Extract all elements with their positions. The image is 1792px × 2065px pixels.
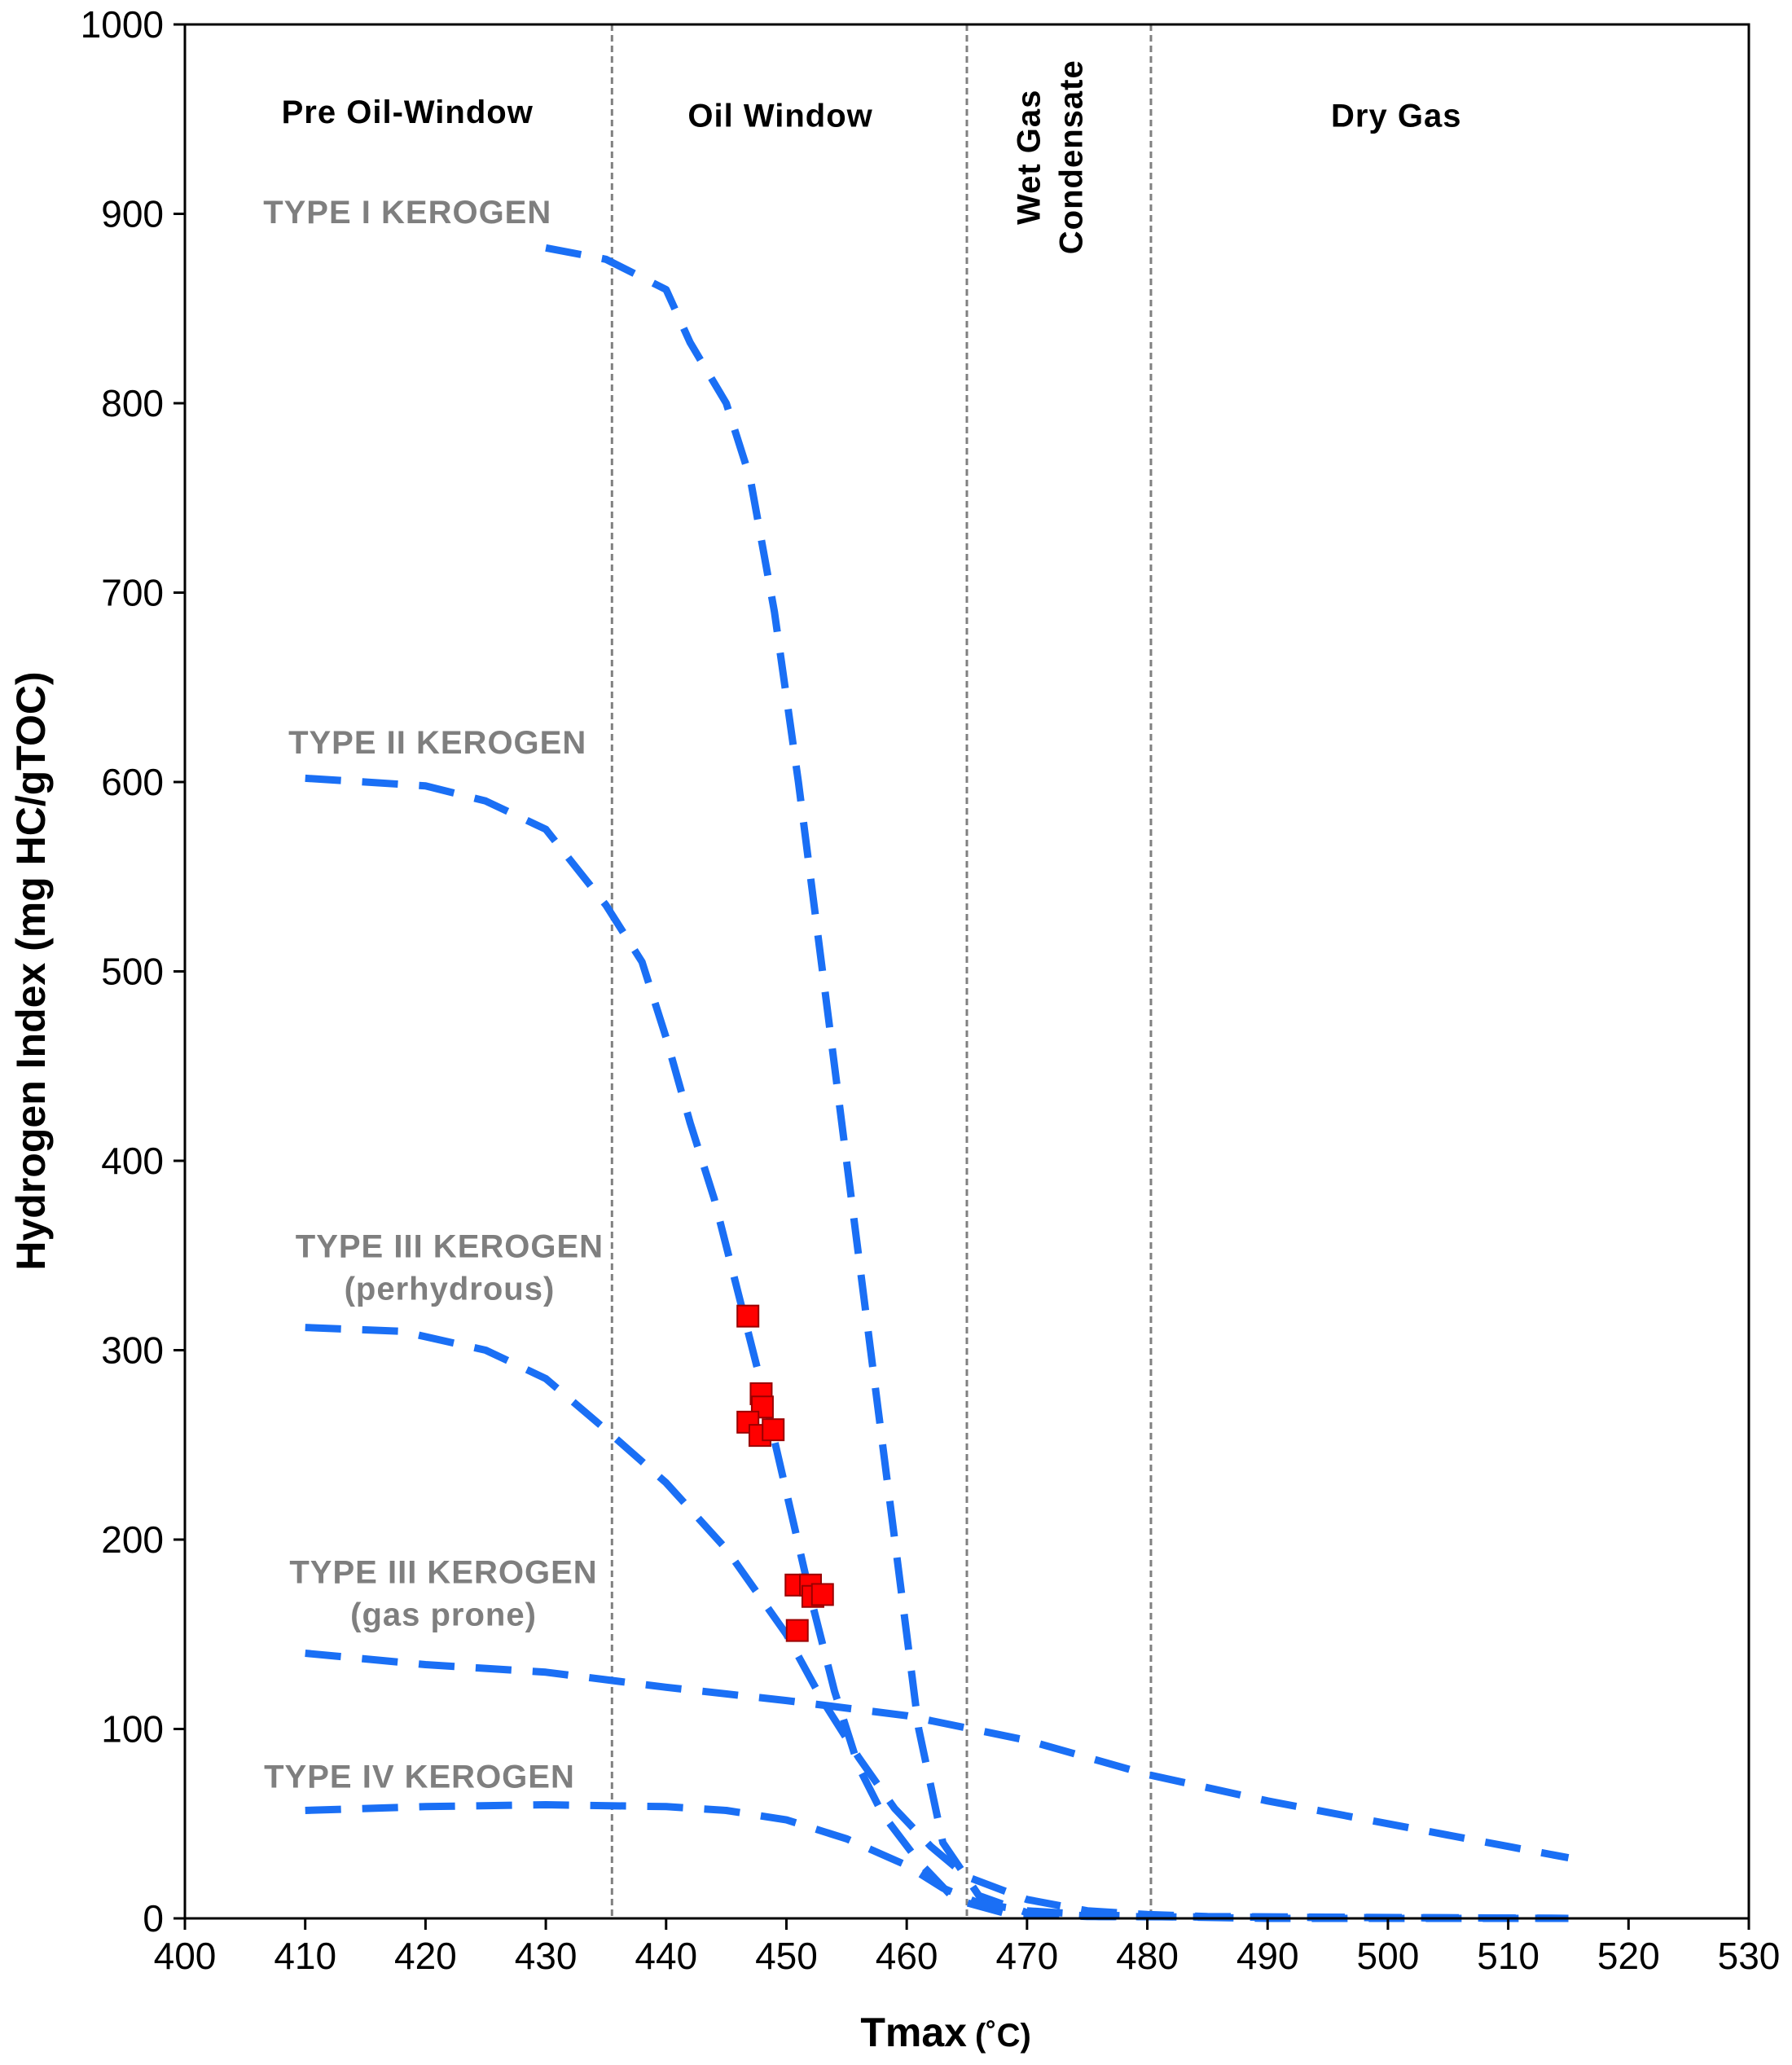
type-i-curve xyxy=(545,244,1569,1922)
zone-labels: Pre Oil-Window Oil Window Wet Gas Condensat… xyxy=(282,59,1461,254)
sample-points xyxy=(736,1304,834,1642)
kerogen-label-type-iii-perhydrous: TYPE III KEROGEN (perhydrous) xyxy=(296,1229,604,1307)
y-tick-label: 400 xyxy=(101,1140,164,1182)
kerogen-curves xyxy=(305,244,1570,1922)
kerogen-label-line: (gas prone) xyxy=(350,1597,537,1632)
y-tick-label: 200 xyxy=(101,1518,164,1561)
y-tick-label: 700 xyxy=(101,572,164,614)
zone-label-pre-oil-window: Pre Oil-Window xyxy=(282,94,534,130)
sample-point xyxy=(785,1619,809,1642)
x-tick-label: 480 xyxy=(1116,1935,1179,1977)
x-tick-label: 460 xyxy=(876,1935,938,1977)
x-tick-label: 400 xyxy=(154,1935,217,1977)
kerogen-label-line: TYPE III KEROGEN xyxy=(296,1229,604,1265)
zone-label-line: Oil Window xyxy=(687,99,872,134)
x-axis-title: Tmax xyxy=(860,2010,967,2055)
x-tick-label: 490 xyxy=(1236,1935,1299,1977)
x-tick-label: 420 xyxy=(394,1935,457,1977)
y-tick-label: 900 xyxy=(101,193,164,235)
sample-point xyxy=(810,1583,834,1606)
type-iii-gas-prone-curve xyxy=(305,1650,1570,1862)
kerogen-label-line: (perhydrous) xyxy=(345,1272,556,1307)
x-tick-label: 410 xyxy=(274,1935,336,1977)
x-tick-label: 450 xyxy=(755,1935,818,1977)
zone-label-line: Wet Gas xyxy=(1012,90,1048,225)
y-tick-label: 500 xyxy=(101,951,164,993)
y-tick-label: 800 xyxy=(101,382,164,424)
zone-label-oil-window: Oil Window xyxy=(687,99,872,134)
sample-point xyxy=(762,1418,785,1442)
zone-label-wet-gas-condensate: Wet Gas Condensate xyxy=(1012,59,1090,254)
zone-boundaries xyxy=(610,24,1153,1918)
x-axis-unit: (˚C) xyxy=(975,2018,1031,2054)
y-tick-label: 0 xyxy=(143,1897,164,1940)
kerogen-label-line: TYPE II KEROGEN xyxy=(288,725,586,761)
zone-label-dry-gas: Dry Gas xyxy=(1331,99,1461,134)
y-tick-label: 300 xyxy=(101,1329,164,1372)
x-tick-label: 500 xyxy=(1357,1935,1420,1977)
kerogen-label-type-iii-gas-prone: TYPE III KEROGEN (gas prone) xyxy=(289,1554,597,1632)
y-axis-title: Hydrogen Index (mg HC/gTOC) xyxy=(8,671,54,1270)
zone-label-line: Pre Oil-Window xyxy=(282,94,534,130)
kerogen-label-type-ii: TYPE II KEROGEN xyxy=(288,725,586,761)
x-tick-label: 430 xyxy=(515,1935,578,1977)
kerogen-labels: TYPE I KEROGEN TYPE II KEROGEN TYPE III KE… xyxy=(263,195,604,1795)
kerogen-label-line: TYPE III KEROGEN xyxy=(289,1554,597,1590)
kerogen-label-line: TYPE IV KEROGEN xyxy=(264,1760,575,1795)
kerogen-label-type-iv: TYPE IV KEROGEN xyxy=(264,1760,575,1795)
x-tick-label: 440 xyxy=(635,1935,697,1977)
y-tick-label: 600 xyxy=(101,761,164,803)
x-tick-label: 520 xyxy=(1597,1935,1660,1977)
kerogen-label-line: TYPE I KEROGEN xyxy=(263,195,551,231)
y-tick-label: 1000 xyxy=(81,3,164,46)
zone-label-line: Dry Gas xyxy=(1331,99,1461,134)
x-tick-label: 470 xyxy=(995,1935,1058,1977)
x-axis-ticks: 400 410 420 430 440 450 460 470 480 490 500 510 520 5… xyxy=(154,1918,1781,1977)
y-tick-label: 100 xyxy=(101,1708,164,1751)
kerogen-label-type-i: TYPE I KEROGEN xyxy=(263,195,551,231)
y-axis-ticks: 0 100 200 300 400 500 600 700 800 900 1000 xyxy=(81,3,185,1940)
sample-point xyxy=(736,1304,760,1328)
x-tick-label: 510 xyxy=(1477,1935,1539,1977)
zone-label-line: Condensate xyxy=(1054,59,1090,254)
x-tick-label: 530 xyxy=(1718,1935,1781,1977)
type-ii-curve xyxy=(305,774,1569,1922)
